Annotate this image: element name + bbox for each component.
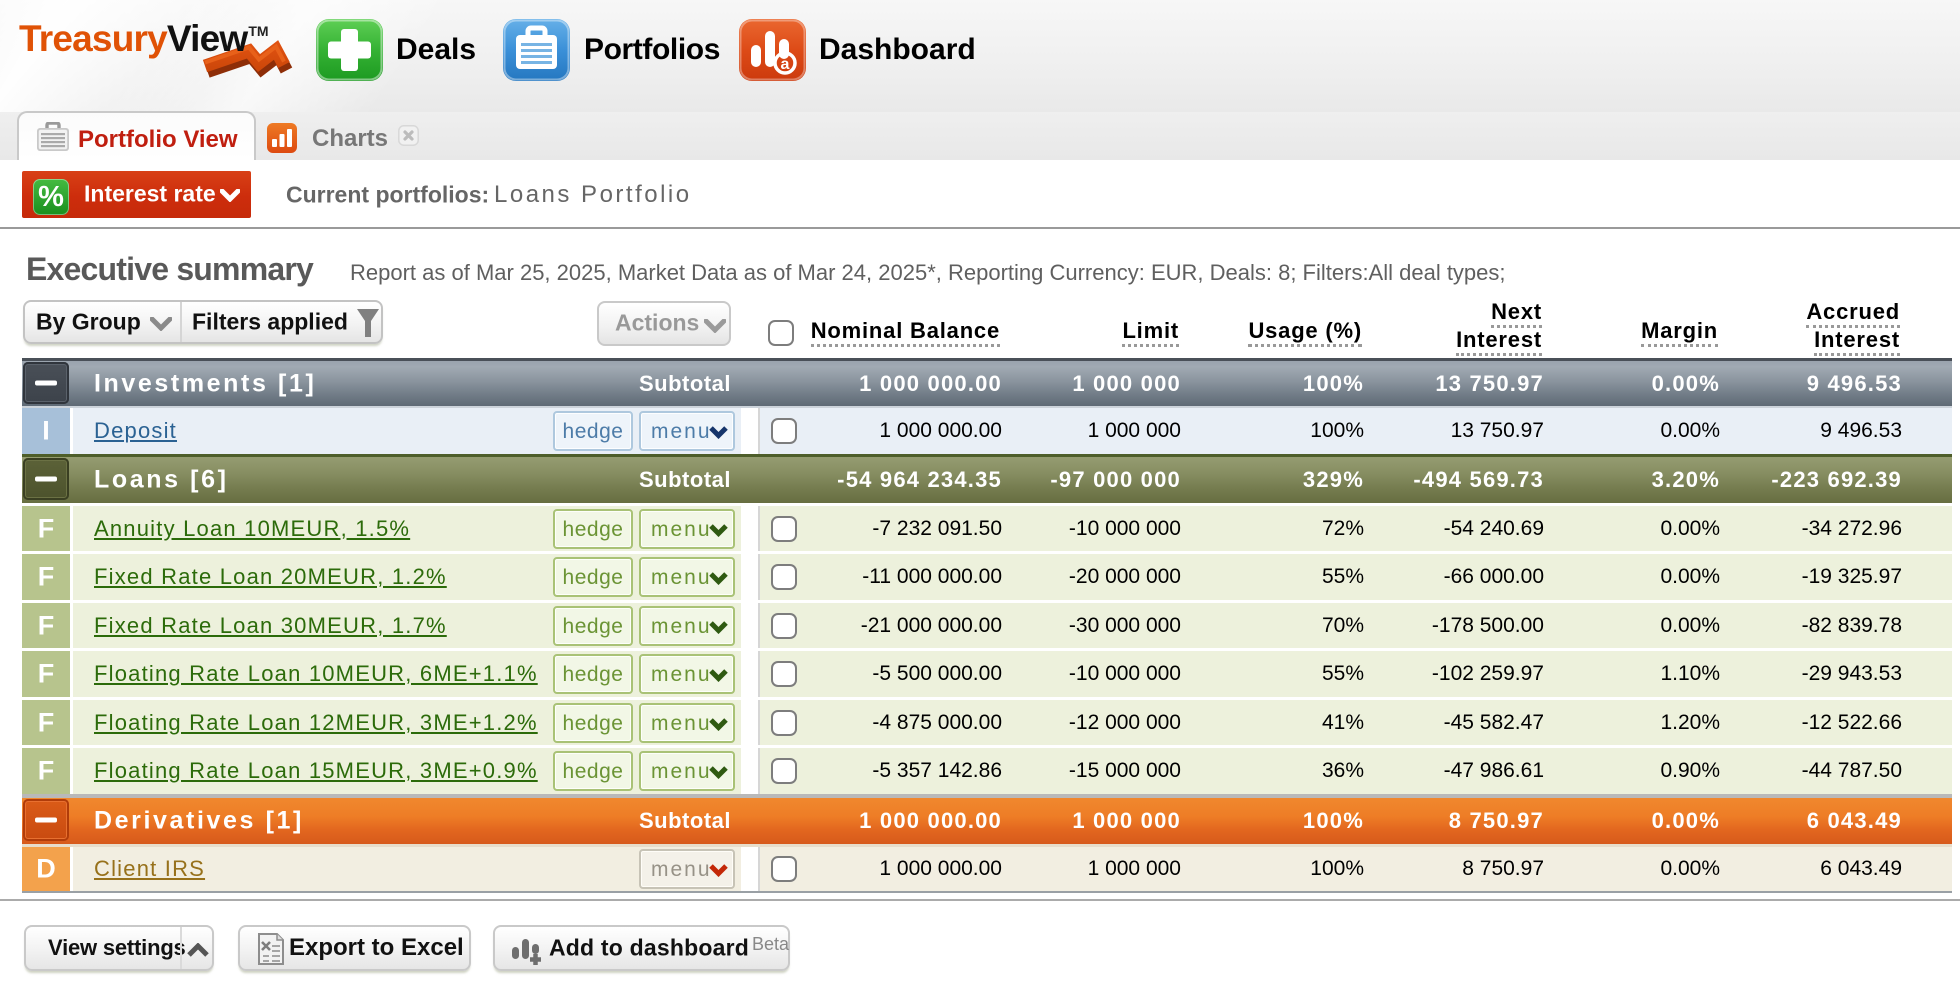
svg-text:a: a [781, 56, 790, 73]
